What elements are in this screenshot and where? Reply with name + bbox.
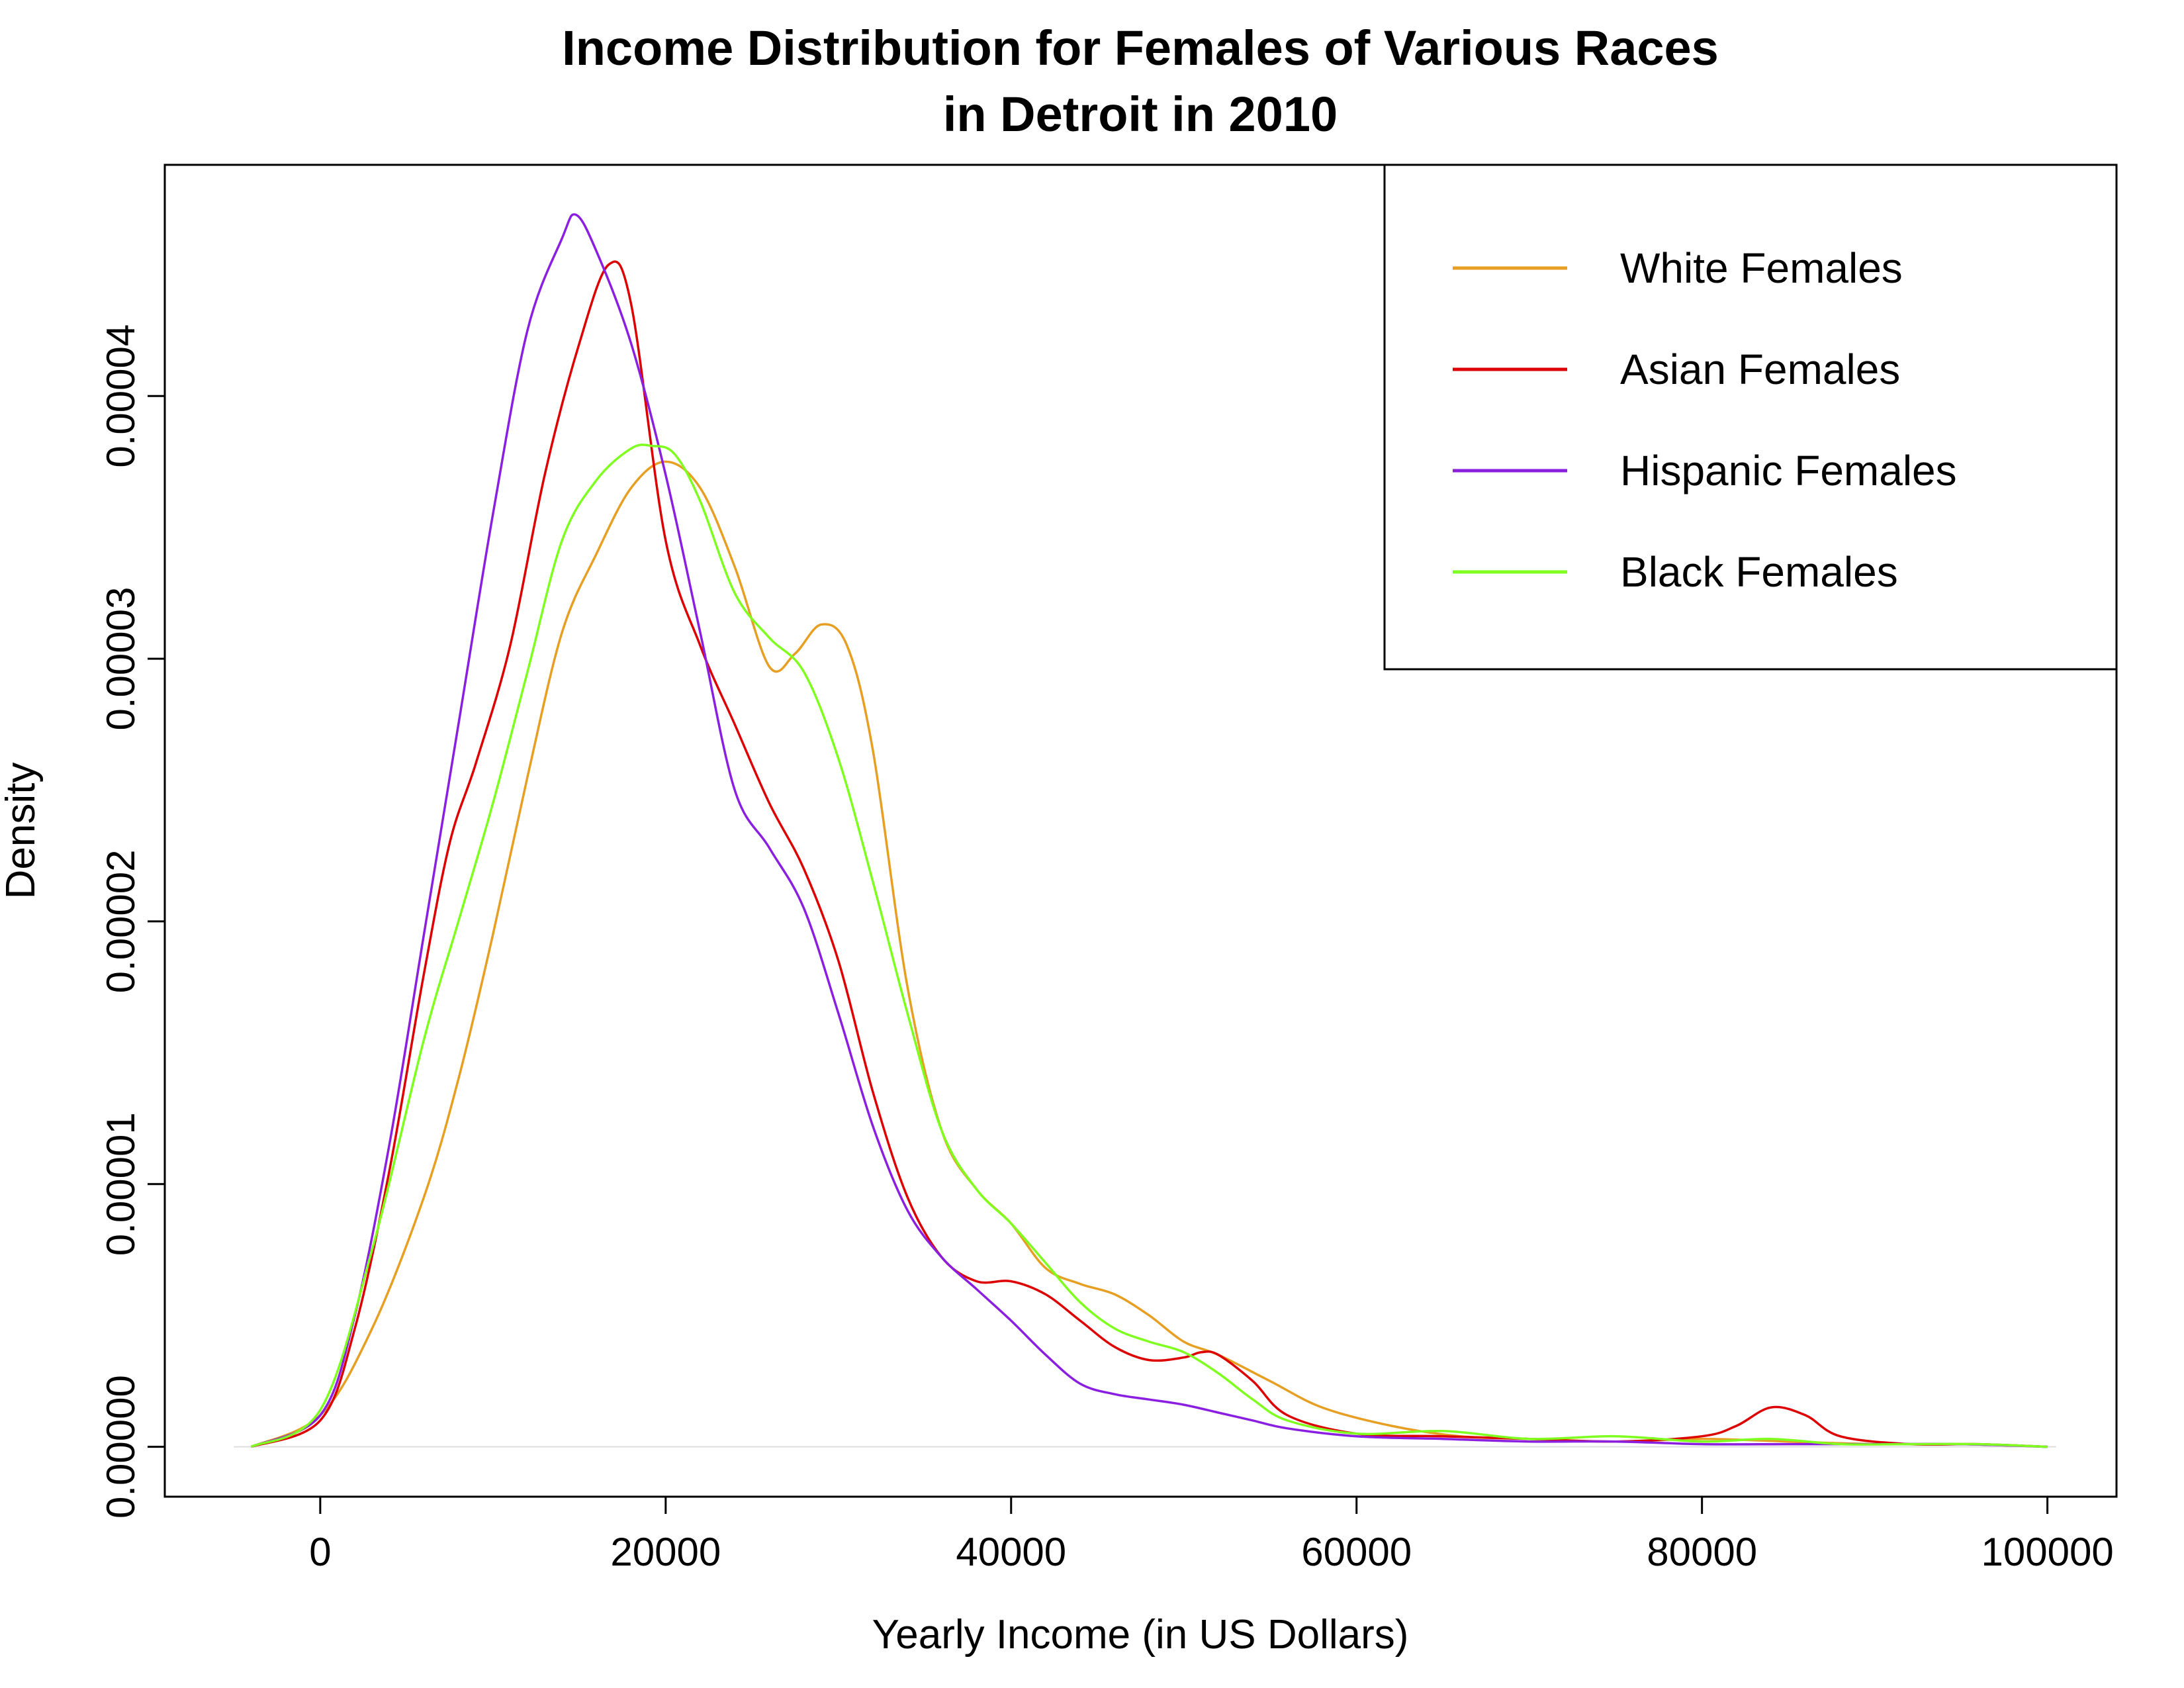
y-tick-label: 0.00004 [99, 324, 143, 468]
y-tick-label: 0.00003 [99, 587, 143, 731]
y-axis: 0.00000 0.00001 0.00002 0.00003 0.00004 [99, 324, 166, 1519]
x-axis-label: Yearly Income (in US Dollars) [872, 1612, 1409, 1658]
chart-subtitle: in Detroit in 2010 [943, 87, 1338, 142]
y-tick-label: 0.00000 [99, 1375, 143, 1519]
x-tick-label: 40000 [956, 1530, 1066, 1574]
legend-box [1383, 164, 2118, 671]
legend-label-asian-females: Asian Females [1620, 346, 1900, 393]
x-tick-label: 20000 [610, 1530, 721, 1574]
x-tick-label: 80000 [1647, 1530, 1757, 1574]
x-axis: 0 20000 40000 60000 80000 100000 [309, 1495, 2114, 1574]
legend-label-black-females: Black Females [1620, 548, 1898, 596]
chart-title: Income Distribution for Females of Vario… [562, 21, 1719, 75]
x-tick-label: 0 [309, 1530, 331, 1574]
series-line-black-females [250, 444, 2048, 1448]
legend-label-hispanic-females: Hispanic Females [1620, 447, 1957, 494]
x-tick-label: 60000 [1301, 1530, 1412, 1574]
legend-label-white-females: White Females [1620, 244, 1903, 292]
x-tick-label: 100000 [1981, 1530, 2114, 1574]
series-line-hispanic-females [250, 213, 2048, 1448]
legend: White Females Asian Females Hispanic Femal… [1383, 164, 2118, 671]
y-tick-label: 0.00002 [99, 849, 143, 993]
y-axis-label: Density [0, 763, 44, 900]
y-tick-label: 0.00001 [99, 1112, 143, 1256]
density-curves [250, 213, 2048, 1448]
